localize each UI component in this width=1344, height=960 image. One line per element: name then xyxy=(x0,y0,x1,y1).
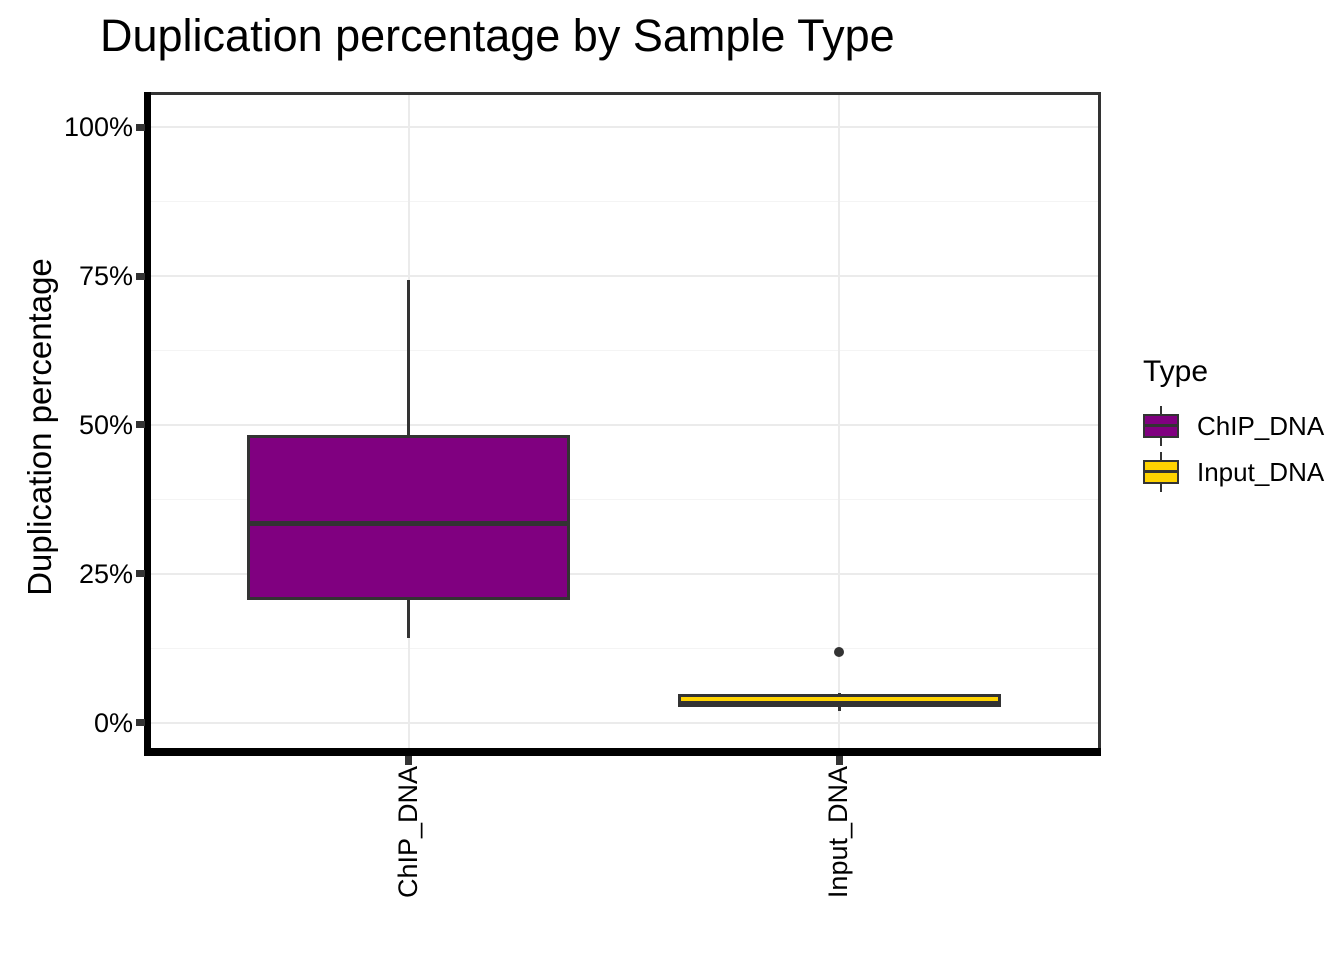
x-tick-mark xyxy=(835,756,843,765)
panel-border-right xyxy=(1098,92,1101,752)
legend-item-label: Input_DNA xyxy=(1197,456,1325,487)
legend-item: ChIP_DNA xyxy=(1143,403,1324,449)
legend: Type ChIP_DNA Input_DNA xyxy=(1143,355,1324,495)
y-tick-label: 75% xyxy=(78,261,133,292)
gridline-major-v xyxy=(838,95,841,752)
chart-title: Duplication percentage by Sample Type xyxy=(100,10,895,61)
gridline-major-h xyxy=(150,423,1098,426)
gridline-minor-h xyxy=(150,498,1098,500)
y-tick-mark xyxy=(136,570,145,578)
plot-panel xyxy=(150,95,1098,752)
panel-border-top xyxy=(150,92,1101,95)
x-tick-label: ChIP_DNA xyxy=(392,766,423,899)
gridline-minor-h xyxy=(150,647,1098,649)
legend-item-label: ChIP_DNA xyxy=(1197,410,1325,441)
outlier-point xyxy=(834,646,845,657)
median-line xyxy=(677,700,1002,706)
legend-key-median-line xyxy=(1143,470,1179,473)
median-line xyxy=(246,521,571,527)
y-tick-label: 50% xyxy=(78,409,133,440)
y-tick-label: 0% xyxy=(93,707,133,738)
legend-key-median-line xyxy=(1143,424,1179,427)
y-tick-label: 100% xyxy=(63,112,133,143)
y-tick-mark xyxy=(136,272,145,280)
legend-item: Input_DNA xyxy=(1143,449,1324,495)
gridline-major-h xyxy=(150,721,1098,724)
gridline-minor-h xyxy=(150,201,1098,203)
y-tick-mark xyxy=(136,719,145,727)
gridline-major-h xyxy=(150,126,1098,129)
legend-key-boxplot-icon xyxy=(1143,404,1181,448)
legend-key-boxplot-icon xyxy=(1143,450,1181,494)
legend-title: Type xyxy=(1143,355,1209,388)
gridline-major-h xyxy=(150,572,1098,575)
y-tick-mark xyxy=(136,421,145,429)
x-tick-label: Input_DNA xyxy=(823,766,854,899)
y-tick-label: 25% xyxy=(78,558,133,589)
y-axis-line xyxy=(144,92,151,756)
x-tick-mark xyxy=(405,756,413,765)
x-axis-line xyxy=(144,748,1101,756)
gridline-major-h xyxy=(150,275,1098,278)
box-iqr xyxy=(246,435,571,601)
y-tick-mark xyxy=(136,123,145,131)
gridline-minor-h xyxy=(150,350,1098,352)
legend-items: ChIP_DNA Input_DNA xyxy=(1143,403,1324,495)
